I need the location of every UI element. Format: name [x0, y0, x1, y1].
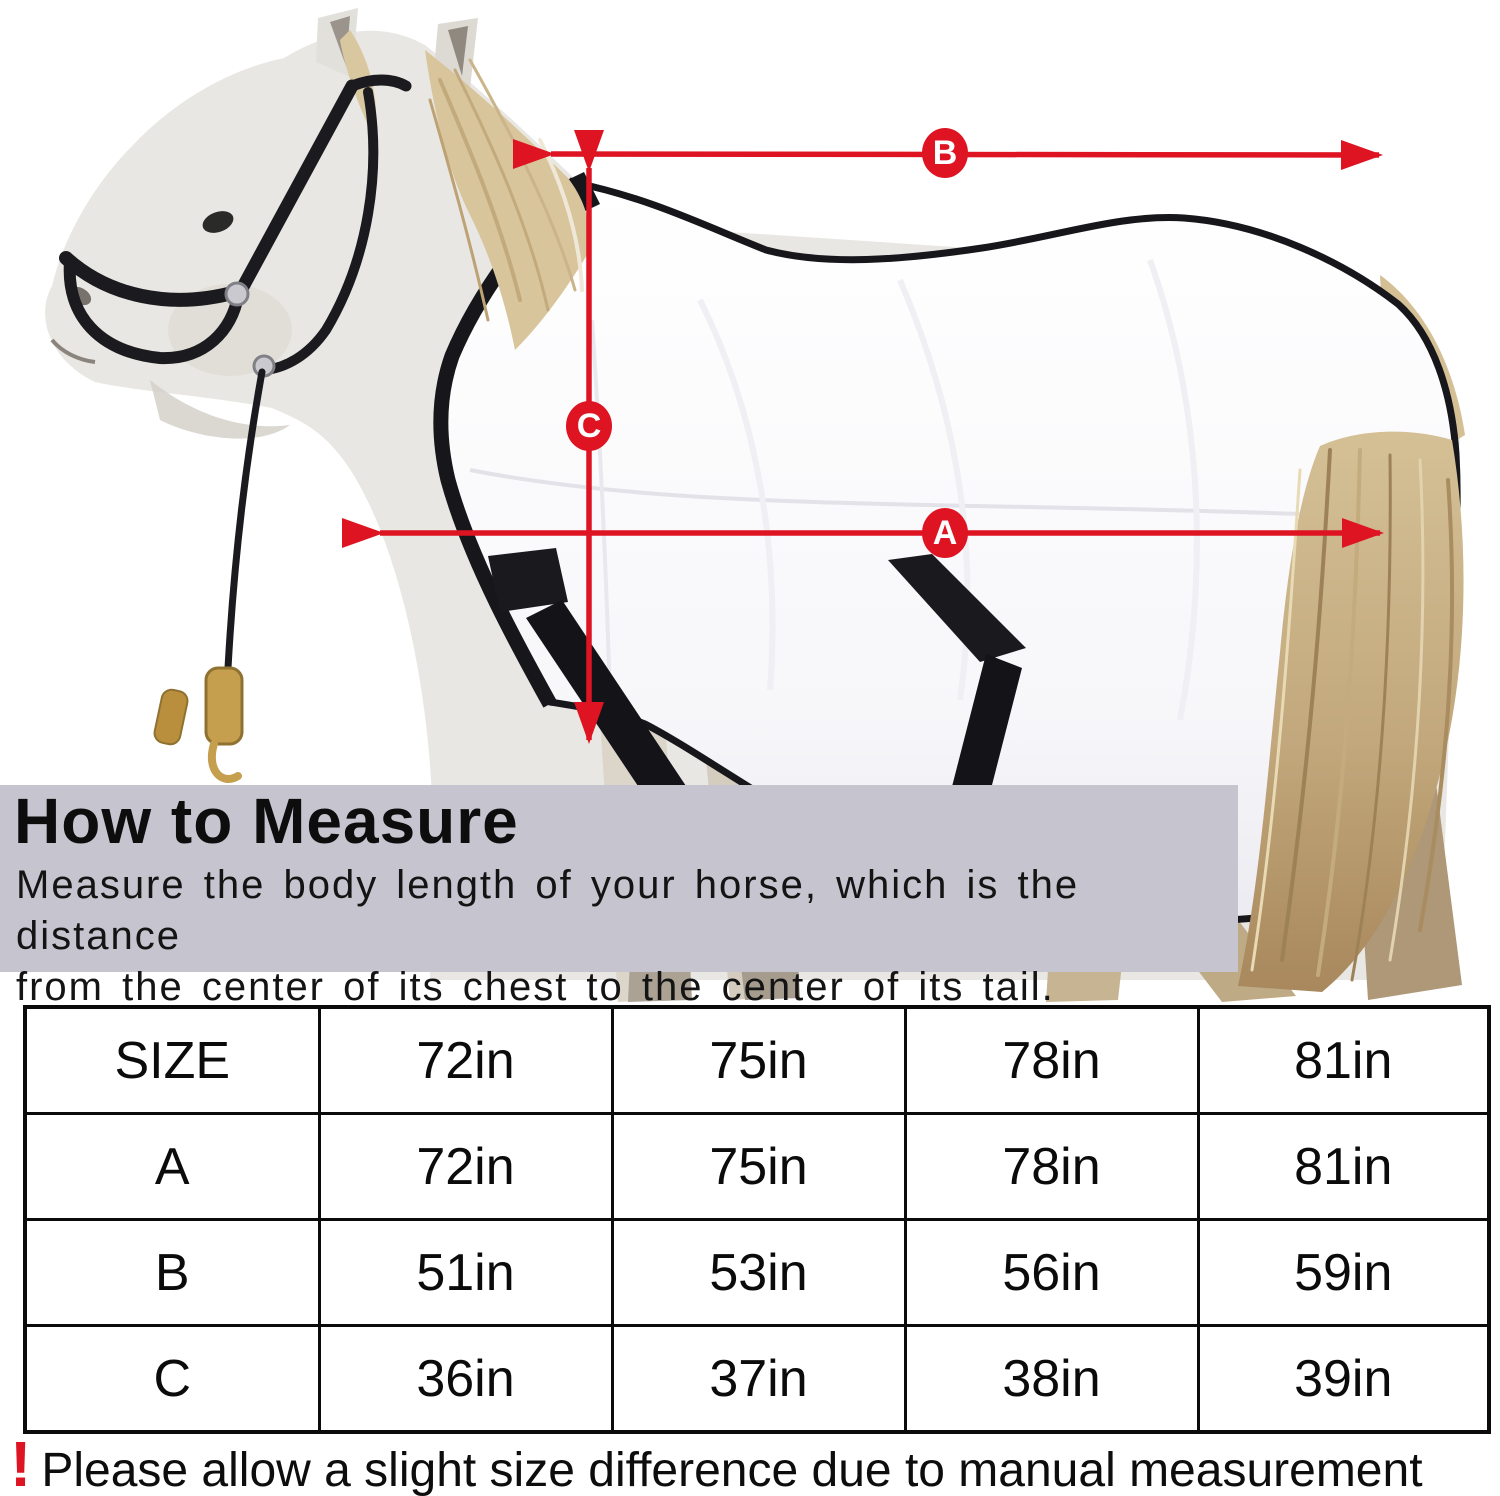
table-cell: 75in: [610, 1005, 907, 1115]
how-to-measure-text: Measure the body length of your horse, w…: [16, 860, 1238, 1014]
brass-snap: [204, 666, 244, 746]
table-cell: B: [23, 1218, 321, 1327]
horse-mane: [425, 50, 591, 350]
how-to-measure-panel: How to Measure Measure the body length o…: [0, 785, 1238, 1009]
measurement-label-c: C: [566, 401, 612, 451]
halter: [59, 74, 412, 783]
size-chart-table: SIZE 72in 75in 78in 81in A 72in 75in 78i…: [23, 1005, 1491, 1434]
disclaimer-text: Please allow a slight size difference du…: [41, 1444, 1423, 1496]
brass-snap: [153, 688, 189, 746]
table-cell: 78in: [903, 1112, 1200, 1221]
horse-measurement-photo: [45, 8, 1465, 1002]
table-cell: 56in: [903, 1218, 1200, 1327]
table-cell: 72in: [317, 1112, 614, 1221]
table-row-a: A 72in 75in 78in 81in: [23, 1112, 1491, 1221]
strap-keeper-tab: [888, 554, 1026, 662]
horse-eye: [202, 211, 234, 233]
measurement-label-a: A: [922, 508, 968, 558]
measurement-label-b: B: [922, 128, 968, 178]
table-row-size: SIZE 72in 75in 78in 81in: [23, 1005, 1491, 1115]
table-cell: 81in: [1196, 1112, 1491, 1221]
measure-text-line1: Measure the body length of your horse, w…: [16, 863, 1080, 959]
halter-ring: [224, 281, 250, 307]
table-cell: 72in: [317, 1005, 614, 1115]
table-cell: 36in: [317, 1324, 614, 1434]
disclaimer: ! Please allow a slight size difference …: [10, 1432, 1500, 1496]
table-cell: 59in: [1196, 1218, 1491, 1327]
horse-tail: [1238, 431, 1464, 993]
table-cell: SIZE: [23, 1005, 321, 1115]
table-row-c: C 36in 37in 38in 39in: [23, 1324, 1491, 1434]
exclamation-icon: !: [10, 1428, 32, 1496]
table-cell: 51in: [317, 1218, 614, 1327]
table-cell: 37in: [610, 1324, 907, 1434]
measure-text-line2: from the center of its chest to the cent…: [16, 965, 1055, 1010]
table-cell: 53in: [610, 1218, 907, 1327]
table-row-b: B 51in 53in 56in 59in: [23, 1218, 1491, 1327]
table-cell: A: [23, 1112, 321, 1221]
side-velcro-tab: [488, 548, 568, 612]
how-to-measure-title: How to Measure: [14, 785, 519, 857]
table-cell: 38in: [903, 1324, 1200, 1434]
table-cell: 81in: [1196, 1005, 1491, 1115]
table-cell: 75in: [610, 1112, 907, 1221]
table-cell: 78in: [903, 1005, 1200, 1115]
mouth-line: [50, 338, 96, 364]
table-cell: 39in: [1196, 1324, 1491, 1434]
table-cell: C: [23, 1324, 321, 1434]
